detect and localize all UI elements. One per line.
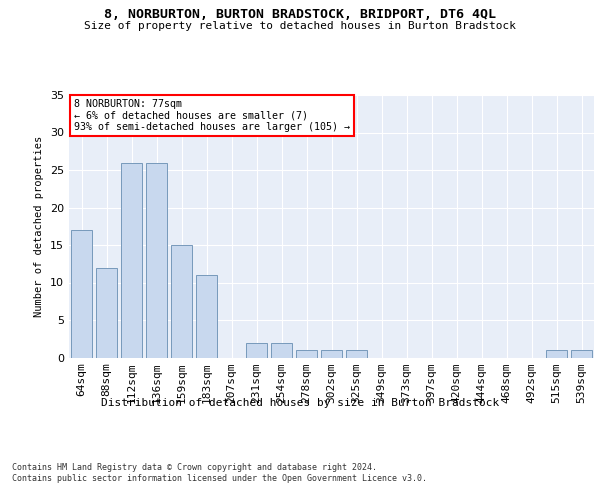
Bar (271, 342, 292, 357)
Bar (146, 162, 167, 358)
Text: Contains HM Land Registry data © Crown copyright and database right 2024.: Contains HM Land Registry data © Crown c… (12, 462, 377, 471)
Bar (346, 350, 367, 358)
Bar (171, 245, 192, 358)
Bar (96, 268, 117, 358)
Bar (71, 230, 92, 358)
Bar (321, 350, 342, 358)
Text: Size of property relative to detached houses in Burton Bradstock: Size of property relative to detached ho… (84, 21, 516, 31)
Text: Contains public sector information licensed under the Open Government Licence v3: Contains public sector information licen… (12, 474, 427, 483)
Bar (246, 342, 267, 357)
Y-axis label: Number of detached properties: Number of detached properties (34, 136, 44, 317)
Bar (121, 162, 142, 358)
Text: 8, NORBURTON, BURTON BRADSTOCK, BRIDPORT, DT6 4QL: 8, NORBURTON, BURTON BRADSTOCK, BRIDPORT… (104, 8, 496, 20)
Bar (196, 275, 217, 357)
Bar (571, 350, 592, 358)
Bar (546, 350, 567, 358)
Bar (296, 350, 317, 358)
Text: Distribution of detached houses by size in Burton Bradstock: Distribution of detached houses by size … (101, 398, 499, 407)
Text: 8 NORBURTON: 77sqm
← 6% of detached houses are smaller (7)
93% of semi-detached : 8 NORBURTON: 77sqm ← 6% of detached hous… (74, 99, 350, 132)
